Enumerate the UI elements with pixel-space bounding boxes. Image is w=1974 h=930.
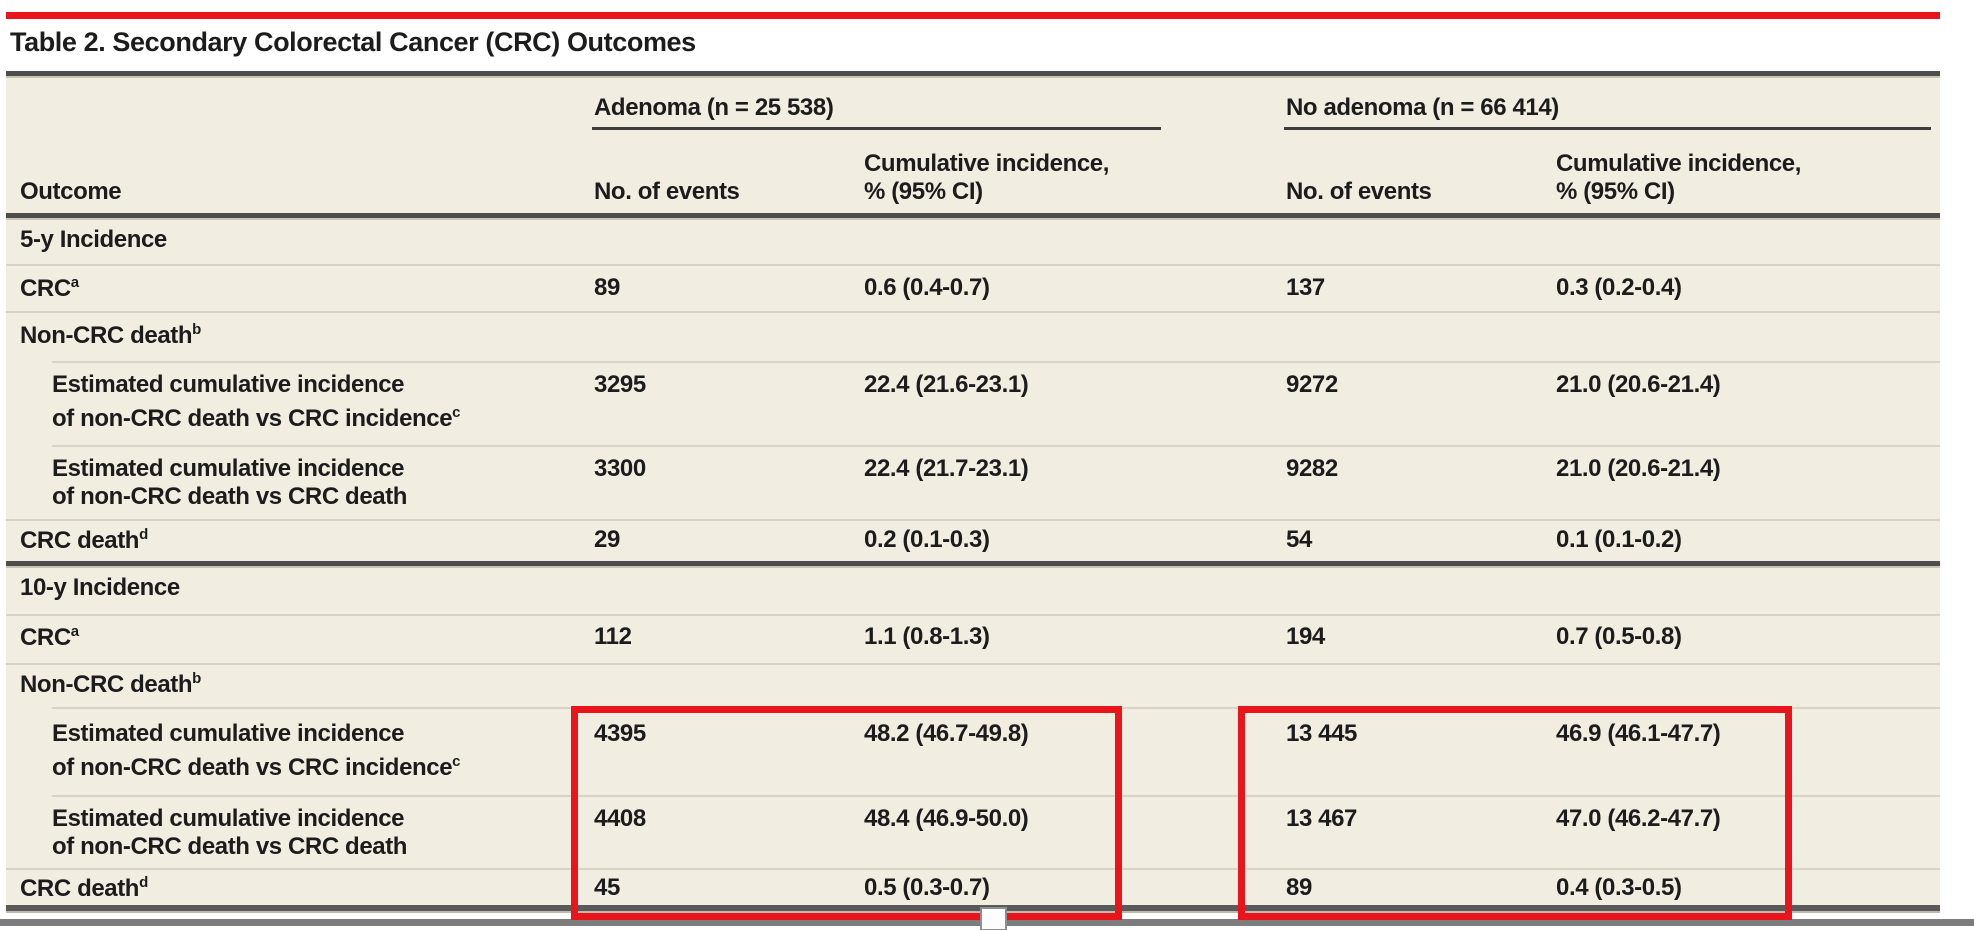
column-header-events-adenoma: No. of events [594, 178, 740, 205]
row-label-noncrc-death-5y: Non-CRC deathb [20, 321, 202, 349]
table: Adenoma (n = 25 538) No adenoma (n = 66 … [6, 78, 1940, 905]
cell-events-adenoma: 112 [594, 623, 632, 650]
footnote-marker: c [452, 753, 461, 770]
group-header-no-adenoma: No adenoma (n = 66 414) [1286, 94, 1559, 121]
cell-events-adenoma: 3295 [594, 371, 646, 398]
table-title: Table 2. Secondary Colorectal Cancer (CR… [10, 27, 696, 57]
column-header-cuminc-adenoma: Cumulative incidence, % (95% CI) [864, 150, 1110, 205]
cell-cuminc-no-adenoma: 21.0 (20.6-21.4) [1556, 371, 1721, 398]
row-label-noncrc-death-10y: Non-CRC deathb [20, 670, 202, 698]
column-header-cuminc-no-adenoma: Cumulative incidence, % (95% CI) [1556, 150, 1802, 205]
group-underline-adenoma [592, 127, 1161, 130]
row-divider [6, 311, 1940, 313]
cell-cuminc-no-adenoma: 0.4 (0.3-0.5) [1556, 874, 1682, 901]
section-row-5y: 5-y Incidence [20, 226, 167, 253]
cell-events-adenoma: 4408 [594, 805, 646, 832]
cell-events-no-adenoma: 54 [1286, 526, 1312, 553]
cell-cuminc-adenoma: 22.4 (21.7-23.1) [864, 455, 1029, 482]
footnote-marker: c [452, 404, 461, 421]
highlight-box-adenoma-10y [571, 706, 1122, 920]
column-header-outcome: Outcome [20, 178, 122, 205]
row-label-est-incidence-5y: Estimated cumulative incidence of non-CR… [52, 371, 461, 432]
scrollbar-handle[interactable] [980, 907, 1007, 930]
header-bottom-rule [6, 213, 1940, 218]
footnote-marker: b [192, 670, 202, 687]
title-divider-rule [6, 71, 1940, 76]
cell-cuminc-adenoma: 0.2 (0.1-0.3) [864, 526, 990, 553]
row-divider-indented [52, 361, 1940, 363]
group-header-adenoma: Adenoma (n = 25 538) [594, 94, 834, 121]
cell-cuminc-no-adenoma: 0.3 (0.2-0.4) [1556, 274, 1682, 301]
row-divider [6, 519, 1940, 521]
row-label-est-incidence-10y: Estimated cumulative incidence of non-CR… [52, 720, 461, 781]
footnote-marker: d [139, 526, 149, 543]
row-divider-indented [52, 445, 1940, 447]
footnote-marker: a [70, 623, 80, 640]
cell-events-no-adenoma: 194 [1286, 623, 1325, 650]
cell-events-adenoma: 3300 [594, 455, 646, 482]
footnote-marker: a [70, 274, 80, 291]
group-underline-no-adenoma [1284, 127, 1931, 130]
cell-events-no-adenoma: 89 [1286, 874, 1312, 901]
cell-events-adenoma: 89 [594, 274, 620, 301]
row-divider [6, 868, 1940, 870]
cell-events-no-adenoma: 137 [1286, 274, 1325, 301]
footnote-marker: b [192, 321, 202, 338]
cell-cuminc-no-adenoma: 47.0 (46.2-47.7) [1556, 805, 1721, 832]
row-label-crc-5y: CRCa [20, 274, 80, 302]
cell-cuminc-adenoma: 48.4 (46.9-50.0) [864, 805, 1029, 832]
row-label-crc-death-10y: CRC deathd [20, 874, 149, 902]
cell-events-no-adenoma: 13 467 [1286, 805, 1358, 832]
row-divider [6, 663, 1940, 665]
row-label-crc-10y: CRCa [20, 623, 80, 651]
cell-events-no-adenoma: 9282 [1286, 455, 1338, 482]
cell-events-adenoma: 45 [594, 874, 620, 901]
row-label-crc-death-5y: CRC deathd [20, 526, 149, 554]
cell-cuminc-adenoma: 1.1 (0.8-1.3) [864, 623, 990, 650]
top-red-rule [6, 12, 1940, 19]
row-label-est-death-10y: Estimated cumulative incidence of non-CR… [52, 805, 408, 860]
footnote-marker: d [139, 874, 149, 891]
cell-cuminc-adenoma: 0.6 (0.4-0.7) [864, 274, 990, 301]
row-label-est-death-5y: Estimated cumulative incidence of non-CR… [52, 455, 408, 510]
highlight-box-no-adenoma-10y [1238, 706, 1792, 920]
cell-cuminc-adenoma: 48.2 (46.7-49.8) [864, 720, 1029, 747]
cell-cuminc-no-adenoma: 46.9 (46.1-47.7) [1556, 720, 1721, 747]
cell-cuminc-no-adenoma: 0.7 (0.5-0.8) [1556, 623, 1682, 650]
row-divider [6, 614, 1940, 616]
cell-cuminc-adenoma: 0.5 (0.3-0.7) [864, 874, 990, 901]
cell-cuminc-adenoma: 22.4 (21.6-23.1) [864, 371, 1029, 398]
cell-events-no-adenoma: 13 445 [1286, 720, 1358, 747]
cell-events-adenoma: 29 [594, 526, 620, 553]
row-divider [6, 264, 1940, 266]
cell-cuminc-no-adenoma: 21.0 (20.6-21.4) [1556, 455, 1721, 482]
column-header-events-no-adenoma: No. of events [1286, 178, 1432, 205]
cell-events-no-adenoma: 9272 [1286, 371, 1338, 398]
cell-events-adenoma: 4395 [594, 720, 646, 747]
row-divider-indented [52, 795, 1940, 797]
cell-cuminc-no-adenoma: 0.1 (0.1-0.2) [1556, 526, 1682, 553]
section-row-10y: 10-y Incidence [20, 574, 180, 601]
table-bottom-rule [6, 905, 1940, 911]
section-rule [6, 561, 1940, 566]
